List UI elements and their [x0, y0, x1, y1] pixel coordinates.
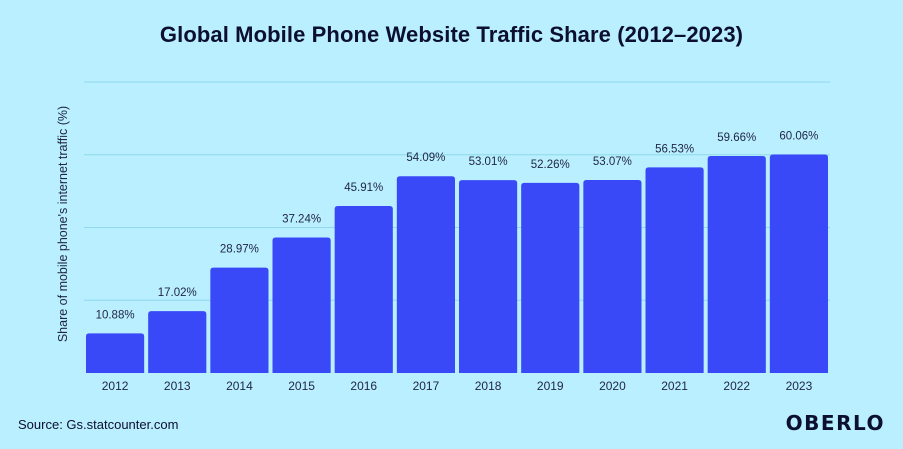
chart-title: Global Mobile Phone Website Traffic Shar…	[159, 22, 744, 47]
data-label-2014: 28.97%	[220, 244, 259, 256]
x-tick-2023: 2023	[786, 379, 813, 393]
data-label-2013: 17.02%	[158, 287, 197, 299]
data-label-2019: 52.26%	[531, 159, 570, 171]
x-tick-2021: 2021	[661, 379, 688, 393]
data-label-2016: 45.91%	[344, 182, 383, 194]
bar-2020	[583, 179, 642, 373]
x-tick-2014: 2014	[226, 379, 253, 393]
data-label-2015: 37.24%	[282, 214, 321, 226]
x-tick-2016: 2016	[350, 379, 377, 393]
data-label-2021: 56.53%	[655, 143, 694, 155]
data-label-2022: 59.66%	[717, 132, 756, 144]
bar-2016	[334, 206, 393, 373]
bar-2017	[396, 176, 455, 373]
x-tick-2020: 2020	[599, 379, 626, 393]
bar-2018	[459, 180, 518, 373]
bar-2015	[272, 237, 331, 373]
bar-2023	[769, 154, 828, 373]
x-tick-2022: 2022	[723, 379, 750, 393]
data-label-2023: 60.06%	[779, 131, 818, 143]
oberlo-logo: OBERLO	[785, 411, 885, 435]
x-tick-2017: 2017	[413, 379, 440, 393]
bar-2022	[707, 155, 766, 373]
x-tick-2012: 2012	[102, 379, 129, 393]
data-label-2017: 54.09%	[406, 152, 445, 164]
bar-2012	[86, 333, 145, 373]
bar-2021	[645, 167, 704, 373]
x-tick-2019: 2019	[537, 379, 564, 393]
source-note: Source: Gs.statcounter.com	[18, 417, 179, 432]
data-label-2020: 53.07%	[593, 156, 632, 168]
x-tick-2015: 2015	[288, 379, 315, 393]
x-tick-2013: 2013	[164, 379, 191, 393]
data-label-2018: 53.01%	[469, 156, 508, 168]
x-tick-2018: 2018	[475, 379, 502, 393]
bar-2014	[210, 267, 269, 373]
data-label-2012: 10.88%	[96, 309, 135, 321]
bar-2013	[148, 311, 207, 373]
bar-2019	[521, 182, 580, 373]
